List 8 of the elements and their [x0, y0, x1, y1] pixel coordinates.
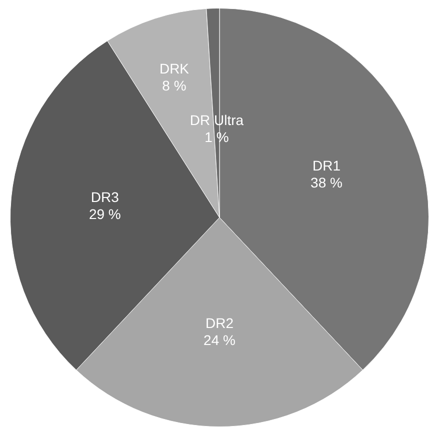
data-label: 8 %: [162, 78, 186, 94]
slice-label: DRK: [159, 60, 190, 77]
data-label: 24 %: [204, 332, 236, 348]
slice-label: DR3: [90, 189, 120, 206]
data-label: 29 %: [88, 206, 121, 222]
data-label: 38 %: [310, 174, 342, 190]
slice-label: DR2: [205, 314, 234, 331]
slice-label: DR1: [312, 157, 341, 174]
